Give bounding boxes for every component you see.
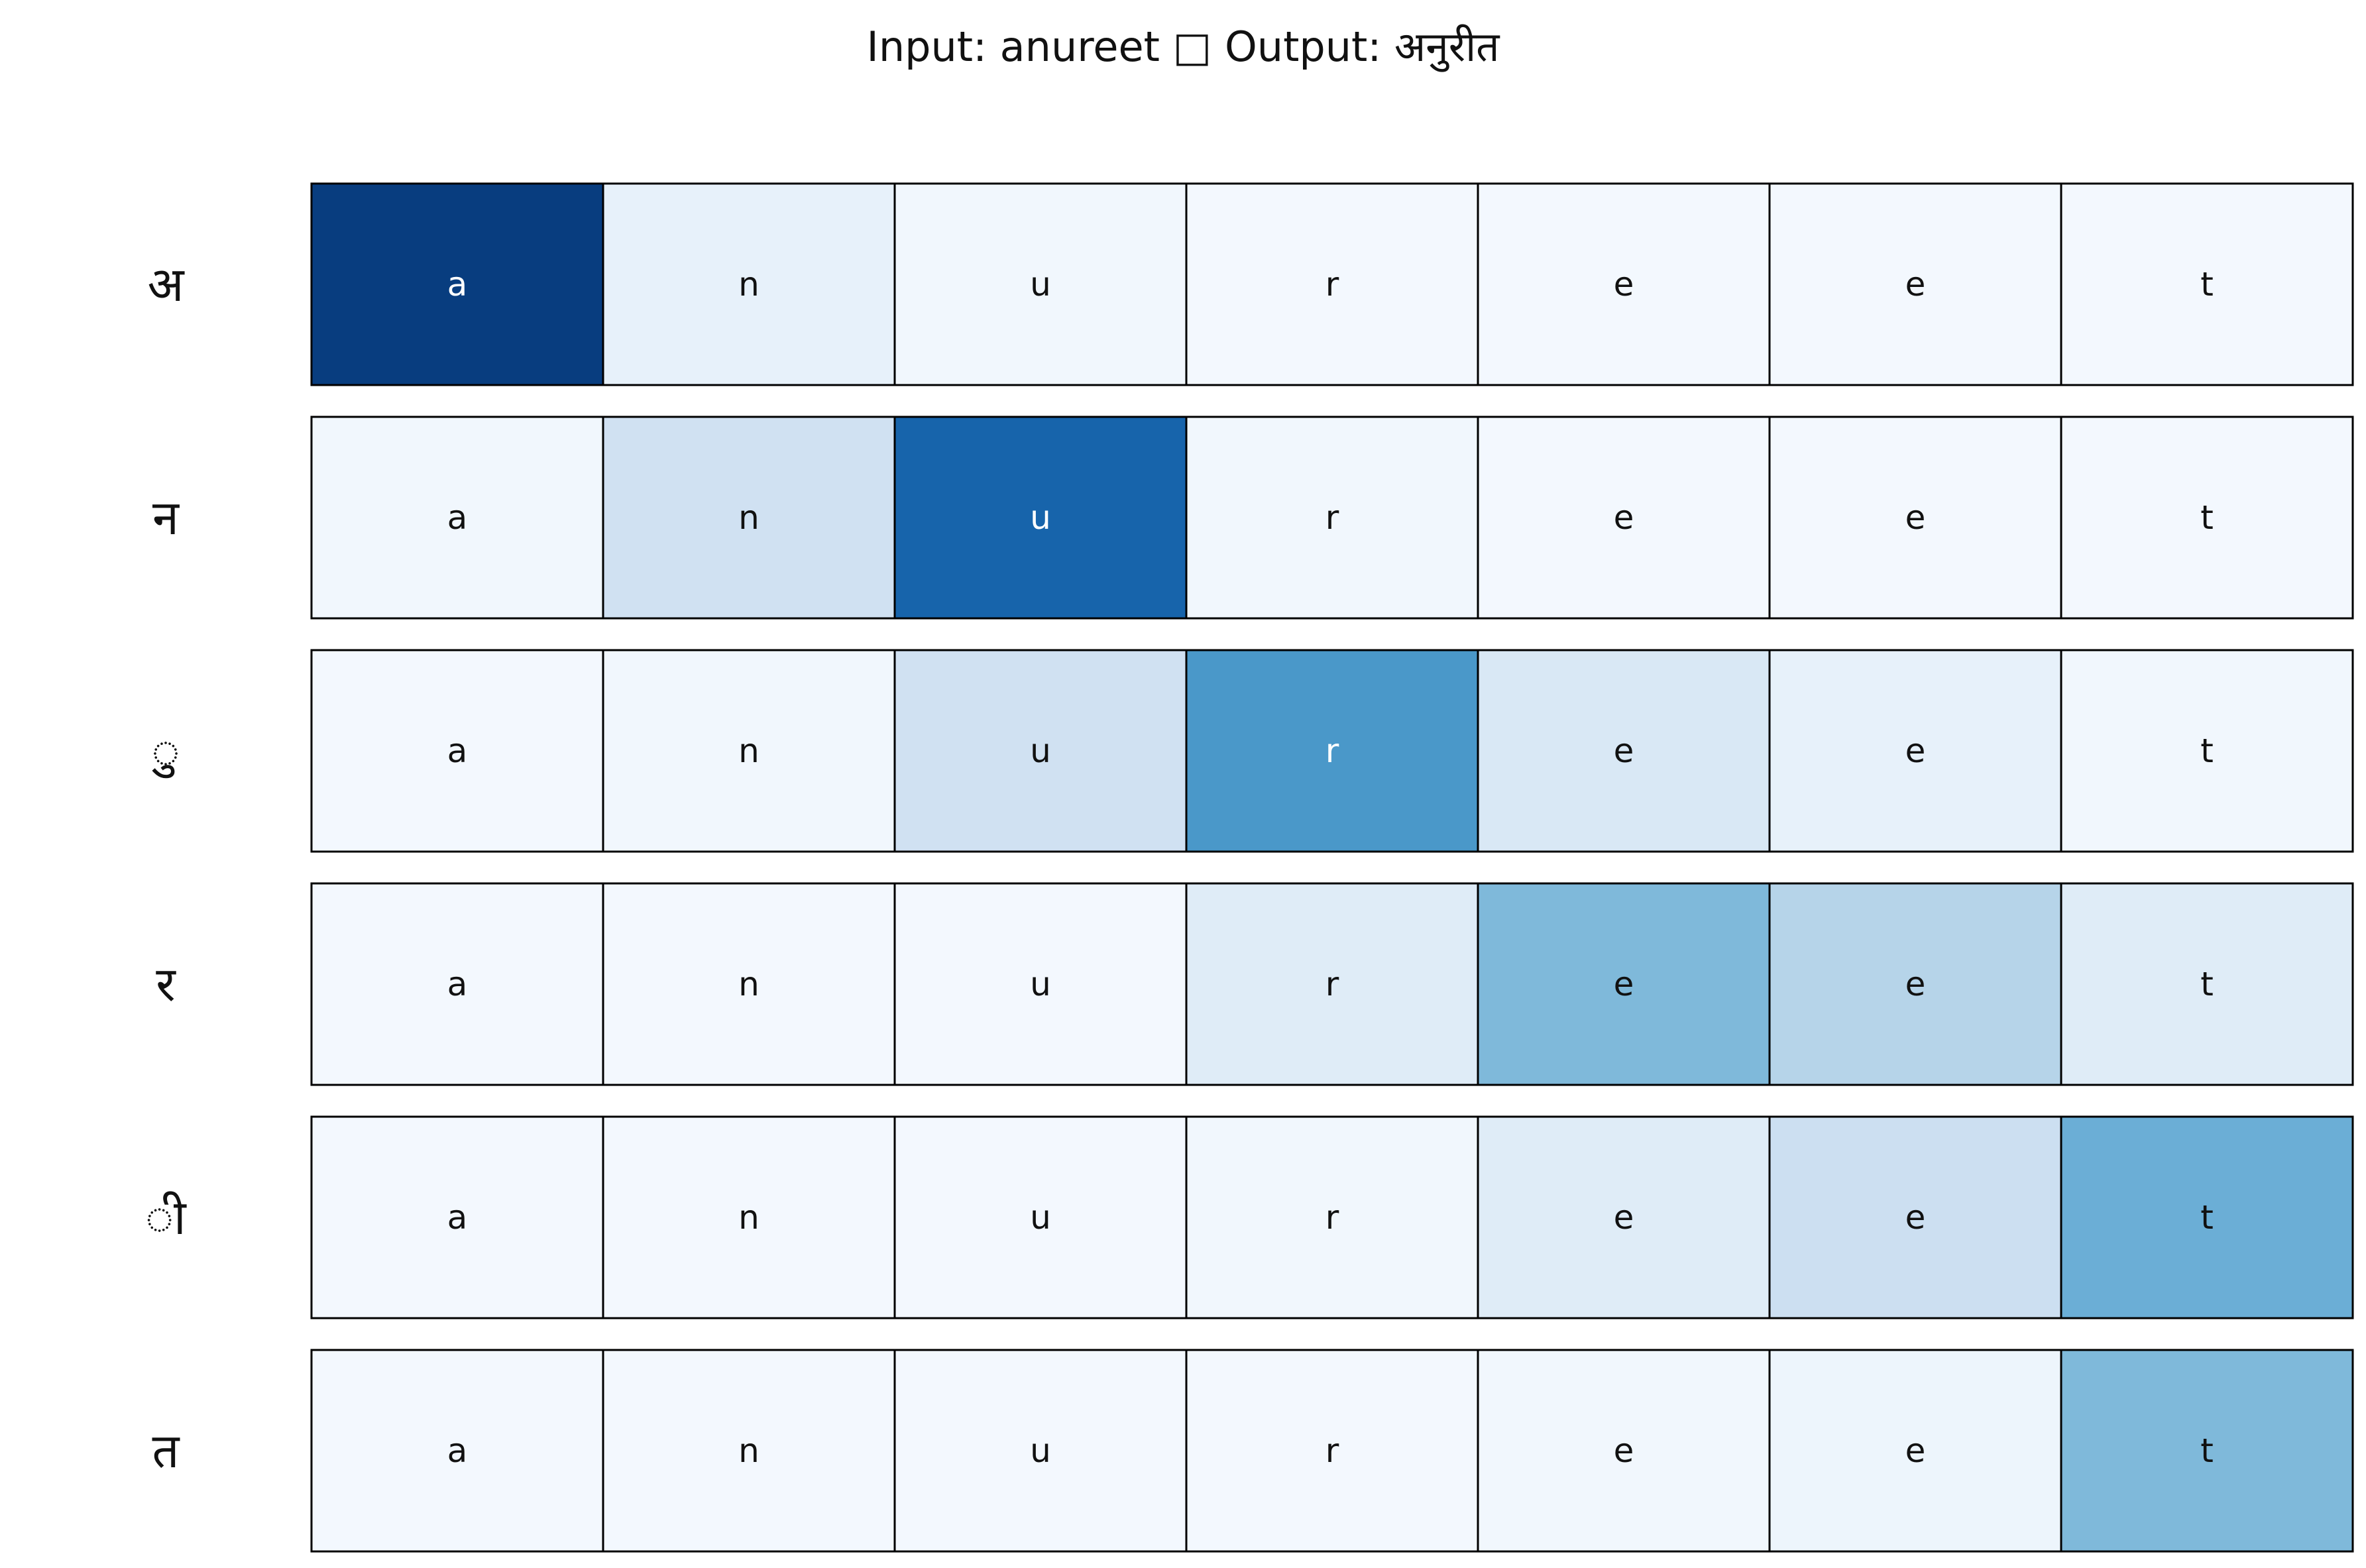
input-char-label: r — [1325, 1198, 1339, 1237]
input-char-label: u — [1030, 732, 1051, 770]
heatmap-row: ी a n u r e e t — [145, 1115, 2354, 1319]
output-char-label: त — [152, 1423, 180, 1479]
heatmap-cell — [2060, 882, 2354, 1086]
output-char-label: अ — [147, 256, 185, 312]
heatmap-cell — [602, 416, 896, 620]
output-char-label: ु — [152, 723, 180, 779]
heatmap-cell — [1768, 882, 2062, 1086]
heatmap-cell — [1185, 1349, 1479, 1553]
input-char-label: t — [2200, 498, 2214, 537]
input-char-label: t — [2200, 965, 2214, 1003]
input-char-label: e — [1614, 265, 1634, 304]
heatmap-cell — [2060, 1115, 2354, 1319]
input-char-label: a — [447, 498, 468, 537]
output-char-label: ी — [145, 1190, 187, 1245]
input-char-label: e — [1905, 498, 1926, 537]
input-char-label: u — [1030, 965, 1051, 1003]
input-char-label: e — [1614, 498, 1634, 537]
heatmap-cell — [893, 1349, 1188, 1553]
input-char-label: e — [1905, 1431, 1926, 1470]
input-char-label: a — [447, 1431, 468, 1470]
heatmap-cell — [1768, 416, 2062, 620]
input-char-label: n — [738, 498, 760, 537]
heatmap-cell — [310, 1115, 604, 1319]
heatmap-cell — [893, 182, 1188, 386]
input-char-label: r — [1325, 265, 1339, 304]
heatmap-cell — [310, 1349, 604, 1553]
input-char-label: t — [2200, 1198, 2214, 1237]
heatmap-cell — [1477, 182, 1771, 386]
input-char-label: t — [2200, 1431, 2214, 1470]
heatmap-cell — [310, 882, 604, 1086]
input-char-label: a — [447, 1198, 468, 1237]
input-char-label: n — [738, 1431, 760, 1470]
input-char-label: e — [1614, 1431, 1634, 1470]
input-char-label: t — [2200, 265, 2214, 304]
input-char-label: n — [738, 732, 760, 770]
heatmap-row: ु a n u r e e t — [152, 649, 2354, 853]
input-char-label: t — [2200, 732, 2214, 770]
heatmap-cell — [2060, 1349, 2354, 1553]
input-char-label: a — [447, 265, 468, 304]
heatmap-cell — [1768, 649, 2062, 853]
heatmap-cell — [893, 416, 1188, 620]
input-char-label: r — [1325, 732, 1339, 770]
heatmap-cell — [2060, 416, 2354, 620]
heatmap-cell — [1185, 182, 1479, 386]
input-char-label: e — [1905, 1198, 1926, 1237]
heatmap-cell — [1185, 882, 1479, 1086]
input-char-label: u — [1030, 498, 1051, 537]
heatmap-cell — [893, 649, 1188, 853]
heatmap-cell — [1477, 416, 1771, 620]
heatmap-cell — [602, 1349, 896, 1553]
input-char-label: u — [1030, 265, 1051, 304]
heatmap-cell — [1477, 1349, 1771, 1553]
input-char-label: e — [1614, 1198, 1634, 1237]
heatmap-cell — [310, 182, 604, 386]
input-char-label: r — [1325, 498, 1339, 537]
heatmap-cell — [310, 649, 604, 853]
heatmap-cell — [2060, 649, 2354, 853]
input-char-label: r — [1325, 965, 1339, 1003]
input-char-label: e — [1905, 965, 1926, 1003]
input-char-label: n — [738, 965, 760, 1003]
input-char-label: a — [447, 732, 468, 770]
input-char-label: e — [1905, 732, 1926, 770]
heatmap-cell — [1477, 649, 1771, 853]
output-char-label: न — [152, 490, 180, 545]
input-char-label: e — [1614, 965, 1634, 1003]
input-char-label: e — [1614, 732, 1634, 770]
input-char-label: e — [1905, 265, 1926, 304]
input-char-label: a — [447, 965, 468, 1003]
heatmap-cell — [1768, 182, 2062, 386]
heatmap-cell — [310, 416, 604, 620]
input-char-label: n — [738, 1198, 760, 1237]
input-char-label: u — [1030, 1198, 1051, 1237]
heatmap-cell — [893, 1115, 1188, 1319]
chart-title: Input: anureet □ Output: अनुरीत — [867, 23, 1501, 72]
heatmap-cell — [2060, 182, 2354, 386]
input-char-label: u — [1030, 1431, 1051, 1470]
heatmap-cell — [602, 882, 896, 1086]
input-char-label: r — [1325, 1431, 1339, 1470]
input-char-label: n — [738, 265, 760, 304]
heatmap-cell — [1768, 1115, 2062, 1319]
heatmap-cell — [602, 649, 896, 853]
heatmap-cell — [1185, 649, 1479, 853]
heatmap-cell — [602, 182, 896, 386]
heatmap-cell — [1768, 1349, 2062, 1553]
output-char-label: र — [156, 956, 176, 1012]
